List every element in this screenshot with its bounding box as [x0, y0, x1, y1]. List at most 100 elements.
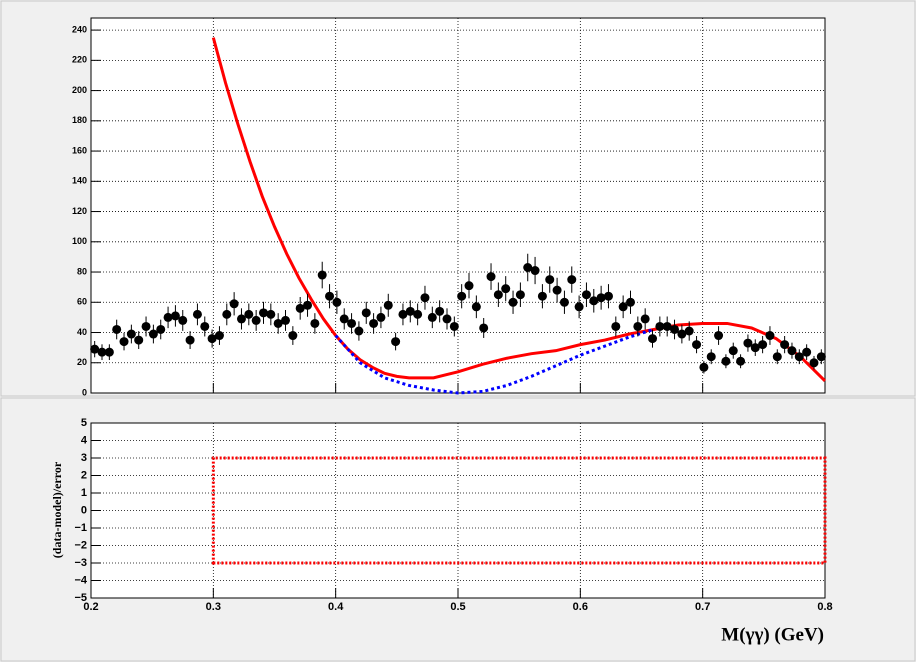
data-point	[802, 347, 812, 357]
data-point	[765, 331, 775, 341]
data-point	[163, 312, 173, 322]
data-point	[589, 296, 599, 306]
data-point	[383, 300, 393, 310]
data-point	[736, 356, 746, 366]
data-point	[442, 314, 452, 324]
data-point	[772, 352, 782, 362]
y-tick-label: 3	[81, 452, 87, 464]
y-tick-label: 180	[72, 115, 87, 125]
y-tick-label: 40	[77, 327, 87, 337]
data-point	[200, 321, 210, 331]
data-point	[427, 312, 437, 322]
data-point	[552, 285, 562, 295]
data-point	[332, 297, 342, 307]
data-point	[648, 334, 658, 344]
y-tick-label: 220	[72, 55, 87, 65]
y-tick-label: 0	[82, 387, 87, 397]
data-point	[508, 297, 518, 307]
data-point	[457, 291, 467, 301]
data-point	[405, 306, 415, 316]
data-point	[721, 356, 731, 366]
data-point	[523, 262, 533, 272]
y-tick-label: 80	[77, 266, 87, 276]
data-point	[391, 337, 401, 347]
data-point	[603, 291, 613, 301]
data-point	[794, 352, 804, 362]
data-point	[185, 335, 195, 345]
data-point	[112, 324, 122, 334]
data-point	[515, 290, 525, 300]
data-point	[134, 335, 144, 345]
y-tick-label: −5	[74, 592, 87, 604]
data-point	[471, 302, 481, 312]
data-point	[633, 321, 643, 331]
data-point	[625, 297, 635, 307]
data-point	[295, 303, 305, 313]
data-point	[369, 318, 379, 328]
data-point	[207, 334, 217, 344]
data-point	[787, 346, 797, 356]
x-tick-label: 0.3	[206, 601, 221, 613]
data-point	[192, 309, 202, 319]
band	[211, 456, 827, 565]
data-point	[354, 326, 364, 336]
x-tick-label: 0.8	[817, 601, 832, 613]
data-point	[303, 300, 313, 310]
x-axis-label: M(γγ) (GeV)	[721, 624, 824, 645]
data-point	[266, 309, 276, 319]
data-point	[581, 290, 591, 300]
data-point	[530, 266, 540, 276]
data-point	[281, 315, 291, 325]
y-tick-label: 2	[81, 469, 87, 481]
data-point	[750, 343, 760, 353]
data-point	[479, 323, 489, 333]
data-point	[486, 272, 496, 282]
data-point	[706, 352, 716, 362]
data-point	[222, 309, 232, 319]
data-point	[229, 299, 239, 309]
data-point	[728, 346, 738, 356]
data-point	[170, 311, 180, 321]
data-point	[104, 347, 114, 357]
data-point	[670, 324, 680, 334]
data-point	[743, 338, 753, 348]
data-point	[317, 270, 327, 280]
y-tick-label: 4	[81, 434, 88, 446]
y-tick-label: 0	[81, 504, 87, 516]
data-point	[816, 352, 826, 362]
data-point	[251, 315, 261, 325]
data-point	[258, 308, 268, 318]
y-tick-label: −4	[74, 574, 87, 586]
data-point	[148, 329, 158, 339]
upper-pad	[0, 0, 916, 397]
data-point	[567, 275, 577, 285]
data-point	[398, 309, 408, 319]
data-point	[97, 347, 107, 357]
data-point	[493, 290, 503, 300]
y-tick-label: −1	[74, 522, 87, 534]
data-point	[699, 362, 709, 372]
y-tick-label: −3	[74, 557, 87, 569]
data-point	[684, 326, 694, 336]
data-point	[662, 321, 672, 331]
data-point	[780, 340, 790, 350]
data-point	[449, 321, 459, 331]
y-tick-label: 120	[72, 206, 87, 216]
data-point	[640, 314, 650, 324]
data-point	[618, 302, 628, 312]
x-tick-label: 0.7	[695, 601, 710, 613]
data-point	[273, 318, 283, 328]
data-point	[325, 291, 335, 301]
x-tick-label: 0.4	[328, 601, 344, 613]
data-point	[677, 329, 687, 339]
data-point	[126, 329, 136, 339]
y-tick-label: 240	[72, 24, 87, 34]
x-tick-label: 0.2	[83, 601, 98, 613]
data-point	[339, 314, 349, 324]
data-point	[559, 297, 569, 307]
y-tick-label: 20	[77, 357, 87, 367]
y-tick-label: 160	[72, 145, 87, 155]
y-tick-label: 1	[81, 487, 87, 499]
data-point	[611, 321, 621, 331]
